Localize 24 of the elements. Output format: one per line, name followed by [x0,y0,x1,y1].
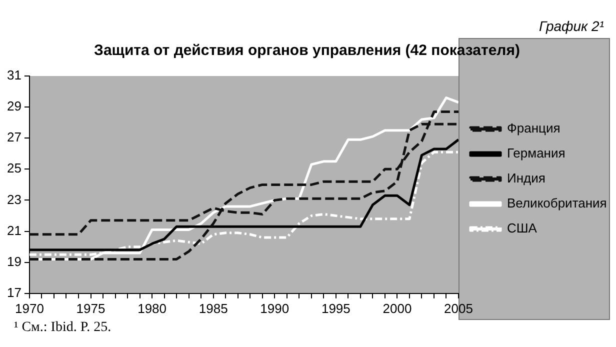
y-tick-label: 23 [6,192,22,207]
chart-title: Защита от действия органов управления (42 показателя) [94,42,520,60]
legend-label: Великобритания [507,196,607,211]
legend-label: Индия [507,170,546,186]
legend-label: США [507,220,538,236]
x-tick-label: 2000 [382,300,412,316]
y-tick-label: 27 [6,130,22,145]
legend-label: Германия [507,146,566,161]
x-tick-label: 1970 [15,300,44,316]
x-tick-label: 1985 [198,300,228,316]
text: График 2¹ [538,18,604,34]
y-tick-label: 19 [6,254,22,269]
x-tick-label: 1975 [76,300,106,316]
text: ¹ См.: Ibid. P. 25. [14,320,112,336]
x-tick-label: 1980 [138,300,167,316]
y-tick-label: 21 [6,222,22,238]
x-tick-label: 1990 [260,300,290,316]
x-tick-label: 2005 [444,300,473,316]
y-tick-label: 17 [6,284,22,300]
x-tick-label: 1995 [321,300,350,316]
y-tick-label: 31 [6,68,22,83]
y-tick-label: 25 [6,160,22,176]
y-tick-label: 29 [6,98,22,114]
legend-label: Франция [507,120,560,136]
